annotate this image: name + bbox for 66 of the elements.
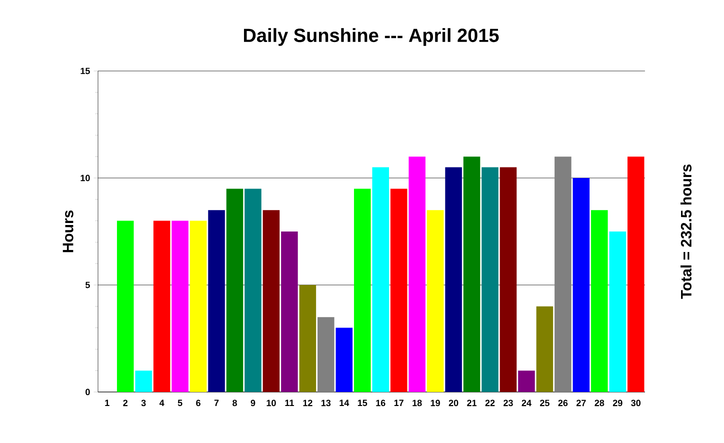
x-tick-label: 19: [430, 400, 440, 406]
bar: [262, 210, 280, 392]
x-tick-label: 6: [196, 400, 200, 406]
bar: [408, 156, 426, 392]
bar: [390, 188, 408, 392]
bar: [372, 167, 390, 392]
x-tick-label: 3: [141, 400, 146, 406]
x-tick-label: 4: [159, 400, 164, 406]
x-tick-label: 13: [321, 400, 331, 406]
bar: [354, 188, 371, 392]
x-tick-label: 20: [448, 400, 458, 406]
x-tick-label: 24: [522, 400, 532, 406]
x-tick-label: 10: [266, 400, 276, 406]
x-tick-label: 11: [285, 400, 294, 406]
bar: [226, 188, 244, 392]
bar: [591, 210, 608, 392]
bar: [135, 370, 152, 392]
x-tick-label: 9: [250, 400, 256, 406]
bar: [500, 167, 517, 392]
bar: [208, 210, 225, 392]
bar: [463, 156, 480, 392]
bar: [554, 156, 572, 392]
bar: [445, 167, 462, 392]
x-tick-label: 2: [123, 400, 128, 406]
x-tick-label: 16: [376, 400, 386, 406]
x-tick-label: 5: [178, 400, 182, 406]
chart-title: Daily Sunshine --- April 2015: [244, 28, 499, 46]
y-tick-label: 0: [86, 388, 90, 396]
bar: [153, 220, 170, 392]
bar: [627, 156, 644, 392]
y-axis-title: Hours: [62, 210, 74, 252]
bar: [299, 284, 316, 392]
text: Total = 232.5 hours: [680, 164, 692, 299]
x-tick-label: 12: [303, 400, 312, 406]
x-tick-label: 17: [394, 400, 404, 406]
y-tick-label: 5: [85, 282, 90, 288]
y-tick-label: 15: [80, 68, 90, 74]
bar: [190, 220, 207, 392]
bar: [318, 317, 334, 392]
x-tick-label: 23: [504, 400, 513, 406]
x-tick-label: 28: [594, 400, 604, 406]
bar: [172, 220, 188, 392]
bar: [244, 188, 262, 392]
x-tick-label: 25: [540, 400, 550, 406]
x-tick-label: 15: [358, 400, 368, 406]
x-tick-label: 30: [631, 400, 641, 406]
bar: [281, 231, 298, 392]
x-tick-label: 21: [467, 400, 477, 406]
bar: [336, 328, 353, 392]
x-tick-label: 29: [612, 400, 622, 406]
bar: [482, 167, 498, 392]
x-tick-label: 8: [232, 400, 237, 406]
x-tick-label: 1: [105, 400, 110, 406]
y-tick-label: 10: [80, 174, 90, 182]
x-tick-label: 18: [412, 400, 422, 406]
bar: [426, 210, 444, 392]
x-tick-label: 26: [558, 400, 568, 406]
x-tick-label: 14: [340, 400, 350, 406]
bar: [116, 220, 134, 392]
x-tick-label: 22: [485, 400, 495, 406]
bar: [536, 306, 554, 392]
bar: [609, 231, 626, 392]
bar: [572, 178, 590, 392]
x-tick-label: 27: [576, 400, 586, 406]
bar: [518, 370, 535, 392]
x-tick-label: 7: [214, 400, 219, 406]
